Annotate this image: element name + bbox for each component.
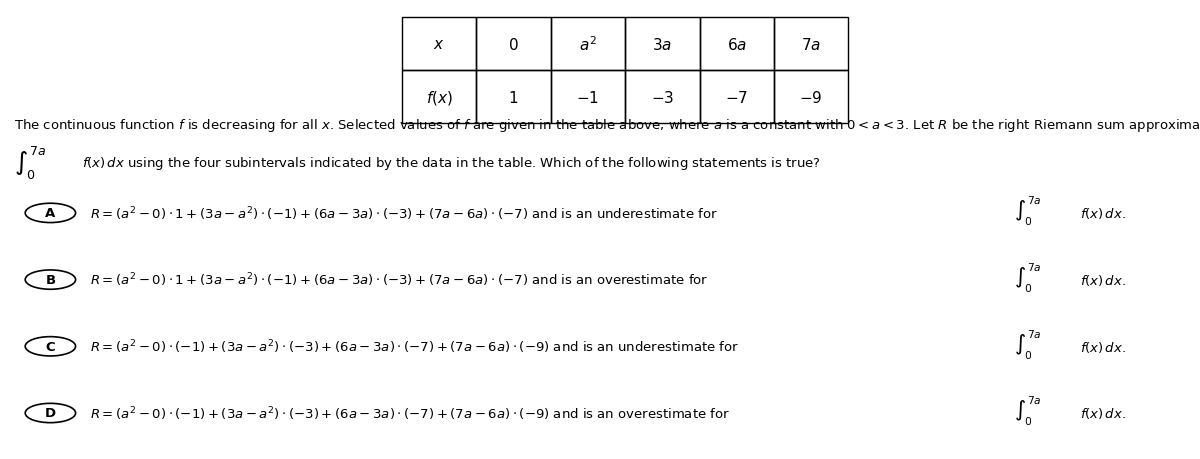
Text: C: C [46,340,55,353]
Bar [700,18,774,71]
Text: $3a$: $3a$ [653,37,672,53]
Bar [402,71,476,124]
Bar [551,18,625,71]
Text: $f(x)\, dx.$: $f(x)\, dx.$ [1080,206,1126,221]
Text: $-3$: $-3$ [650,90,674,106]
Text: $f(x)\, dx.$: $f(x)\, dx.$ [1080,339,1126,354]
Text: $R = (a^2 - 0) \cdot 1 + (3a - a^2) \cdot (-1) + (6a - 3a) \cdot (-3) + (7a - 6a: $R = (a^2 - 0) \cdot 1 + (3a - a^2) \cdo… [90,271,708,289]
Bar [774,18,848,71]
Bar [476,18,551,71]
Text: $0$: $0$ [509,37,518,53]
Text: $\int_0^{7a}$: $\int_0^{7a}$ [14,145,47,181]
Bar [625,71,700,124]
Bar [700,71,774,124]
Text: $f(x)$: $f(x)$ [426,89,452,106]
Text: $R = (a^2 - 0) \cdot 1 + (3a - a^2) \cdot (-1) + (6a - 3a) \cdot (-3) + (7a - 6a: $R = (a^2 - 0) \cdot 1 + (3a - a^2) \cdo… [90,205,718,222]
Text: $\int_0^{7a}$: $\int_0^{7a}$ [1014,328,1042,361]
Text: $f(x)\, dx.$: $f(x)\, dx.$ [1080,273,1126,287]
Text: $f(x)\, dx$ using the four subintervals indicated by the data in the table. Whic: $f(x)\, dx$ using the four subintervals … [82,155,821,171]
Text: The continuous function $f$ is decreasing for all $x$. Selected values of $f$ ar: The continuous function $f$ is decreasin… [14,117,1200,134]
Text: $f(x)\, dx.$: $f(x)\, dx.$ [1080,406,1126,420]
Bar [551,71,625,124]
Bar [476,71,551,124]
Text: D: D [44,407,56,420]
Text: $x$: $x$ [433,37,445,52]
Text: $7a$: $7a$ [802,37,821,53]
Text: $a^2$: $a^2$ [580,35,596,54]
Bar [625,18,700,71]
Text: $\int_0^{7a}$: $\int_0^{7a}$ [1014,394,1042,427]
Text: B: B [46,274,55,286]
Text: $\int_0^{7a}$: $\int_0^{7a}$ [1014,195,1042,228]
Text: $-7$: $-7$ [725,90,749,106]
Text: $\int_0^{7a}$: $\int_0^{7a}$ [1014,261,1042,294]
Text: $6a$: $6a$ [727,37,746,53]
Bar [774,71,848,124]
Text: $R = (a^2 - 0) \cdot (-1) + (3a - a^2) \cdot (-3) + (6a - 3a) \cdot (-7) + (7a -: $R = (a^2 - 0) \cdot (-1) + (3a - a^2) \… [90,404,730,422]
Text: $R = (a^2 - 0) \cdot (-1) + (3a - a^2) \cdot (-3) + (6a - 3a) \cdot (-7) + (7a -: $R = (a^2 - 0) \cdot (-1) + (3a - a^2) \… [90,338,739,355]
Bar [402,18,476,71]
Text: $-9$: $-9$ [799,90,823,106]
Text: $-1$: $-1$ [576,90,600,106]
Text: $1$: $1$ [509,90,518,106]
Text: A: A [46,207,55,220]
